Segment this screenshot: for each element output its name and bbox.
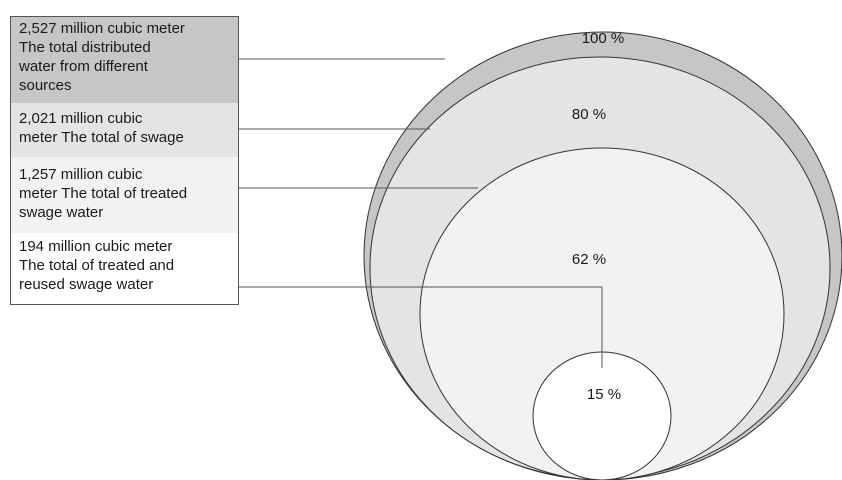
legend-box-reused-swage: 194 million cubic meter The total of tre… <box>11 233 238 304</box>
legend-panel: 2,527 million cubic meter The total dist… <box>10 16 239 305</box>
legend-box-total-swage: 2,021 million cubic meter The total of s… <box>11 103 238 157</box>
circle-15-percent <box>533 352 671 480</box>
legend-box-treated-swage: 1,257 million cubic meter The total of t… <box>11 157 238 233</box>
label-80-percent: 80 % <box>572 106 606 123</box>
label-100-percent: 100 % <box>582 30 625 47</box>
legend-box-distributed-water: 2,527 million cubic meter The total dist… <box>11 17 238 103</box>
label-62-percent: 62 % <box>572 251 606 268</box>
label-15-percent: 15 % <box>587 386 621 403</box>
